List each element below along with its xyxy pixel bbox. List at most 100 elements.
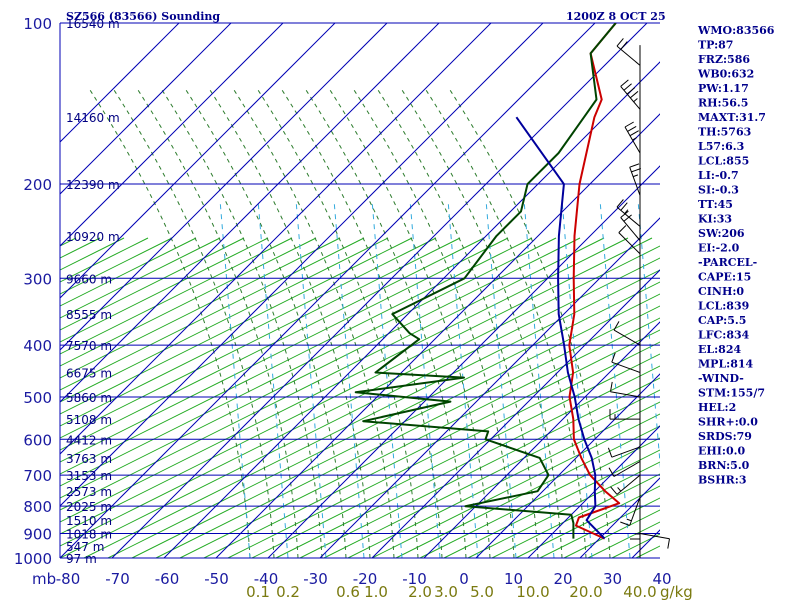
isotherm-line	[60, 23, 180, 143]
height-label: 8555 m	[66, 308, 112, 322]
index-value: L57:6.3	[698, 140, 744, 153]
index-value: LFC:834	[698, 329, 750, 342]
index-value: EL:824	[698, 343, 741, 356]
wind-barb	[610, 381, 641, 398]
dry-adiabat-line	[203, 329, 660, 558]
moist-adiabats	[89, 89, 611, 558]
mixing-ratio-label: 5.0	[470, 583, 494, 600]
index-value: CAP:5.5	[698, 314, 746, 327]
mixing-ratio-label: 0.6	[336, 583, 360, 600]
dry-adiabat-line	[60, 245, 660, 547]
moist-adiabat-line	[233, 89, 395, 558]
dry-adiabat-line	[371, 413, 660, 558]
index-value: LI:-0.7	[698, 169, 739, 182]
dry-adiabat-line	[60, 237, 629, 523]
dry-adiabat-line	[60, 237, 581, 499]
temperature-tick-label: -20	[353, 570, 378, 588]
dry-adiabat-line	[60, 237, 557, 487]
height-label: 5108 m	[66, 413, 112, 427]
isotherm-line	[475, 373, 660, 558]
isotherms	[60, 23, 660, 558]
chart-datetime: 1200Z 8 OCT 25	[566, 10, 666, 23]
temperature-tick-label: -30	[303, 570, 328, 588]
wind-barb	[616, 199, 641, 227]
height-label: 1018 m	[66, 528, 112, 542]
height-label: 547 m	[66, 540, 104, 554]
temperature-tick-label: -10	[402, 570, 427, 588]
chart-title: SZ566 (83566) Sounding	[66, 10, 220, 23]
isotherm-line	[163, 61, 660, 558]
temperature-tick-label: 10	[504, 570, 523, 588]
wind-barbs	[607, 38, 670, 558]
moist-adiabat-line	[113, 89, 275, 558]
dry-adiabat-line	[443, 449, 660, 558]
mixing-ratio-label: 20.0	[569, 583, 602, 600]
index-value: TH:5763	[698, 126, 751, 139]
wind-barb	[611, 352, 641, 373]
index-value: WMO:83566	[697, 24, 775, 37]
height-label: 4412 m	[66, 433, 112, 447]
pressure-tick-label: 700	[23, 467, 52, 485]
index-value: BSHR:3	[698, 474, 747, 487]
isotherm-line	[423, 321, 660, 558]
wind-barb	[639, 533, 670, 549]
dry-adiabat-line	[60, 237, 197, 307]
isotherm-line	[215, 113, 660, 558]
temperature-tick-label: -50	[204, 570, 229, 588]
isotherm-line	[60, 23, 596, 558]
moist-adiabat-line	[281, 89, 443, 558]
temperature-tick-label: 20	[553, 570, 572, 588]
isotherm-line	[60, 23, 544, 507]
mixing-ratio-label: 0.2	[276, 583, 300, 600]
wind-barb	[620, 210, 641, 241]
mixing-ratio-label: 0.1	[246, 583, 270, 600]
index-value: MAXT:31.7	[698, 111, 766, 124]
moist-adiabat-line	[305, 89, 467, 558]
isotherm-line	[267, 165, 660, 558]
index-value: EHI:0.0	[698, 445, 745, 458]
height-label: 16540 m	[66, 17, 120, 31]
moist-adiabat-line	[185, 89, 347, 558]
index-value: SHR+:0.0	[698, 416, 758, 429]
pressure-tick-label: 900	[23, 526, 52, 544]
dry-adiabat-line	[60, 237, 221, 319]
temperature-tick-label: 30	[603, 570, 622, 588]
dry-adiabat-line	[275, 365, 660, 558]
index-value: TP:87	[698, 39, 733, 52]
height-label: 3763 m	[66, 452, 112, 466]
temperature-tick-label: -70	[105, 570, 130, 588]
moist-adiabat-line	[257, 89, 419, 558]
isobars	[59, 22, 660, 559]
wind-barb	[618, 225, 641, 255]
dry-adiabat-line	[251, 353, 660, 558]
moist-adiabat-line	[425, 89, 587, 558]
isotherm-line	[527, 425, 660, 558]
moist-adiabat-line	[137, 89, 299, 558]
index-value: SI:-0.3	[698, 184, 739, 197]
mixing-ratio-unit-label: g/kg	[660, 583, 693, 600]
moist-adiabat-line	[449, 89, 611, 558]
dry-adiabat-line	[131, 293, 660, 558]
moist-adiabat-line	[89, 89, 251, 558]
dry-adiabat-line	[60, 237, 605, 511]
pressure-tick-label: 1000	[14, 550, 52, 568]
index-value: -PARCEL-	[698, 256, 757, 269]
index-value: SW:206	[698, 227, 745, 240]
isotherm-line	[60, 23, 232, 195]
index-value: WB0:632	[697, 68, 754, 81]
dry-adiabat-line	[60, 237, 245, 331]
dry-adiabat-line	[60, 237, 533, 475]
dry-adiabat-line	[60, 237, 653, 535]
index-value: -WIND-	[698, 372, 744, 385]
temperature-tick-label: -80	[56, 570, 81, 588]
dry-adiabat-line	[467, 461, 660, 558]
wind-barb	[609, 409, 641, 420]
pressure-unit-label: mb	[32, 570, 56, 588]
index-value: BRN:5.0	[698, 459, 750, 472]
moist-adiabat-line	[377, 89, 539, 558]
wind-barb	[629, 163, 641, 196]
index-value: TT:45	[698, 198, 733, 211]
temperature-tick-labels: -80 -70 -60 -50 -40 -30 -20 -10 0 10 20 30 40	[56, 570, 672, 588]
isotherm-line	[60, 23, 284, 247]
